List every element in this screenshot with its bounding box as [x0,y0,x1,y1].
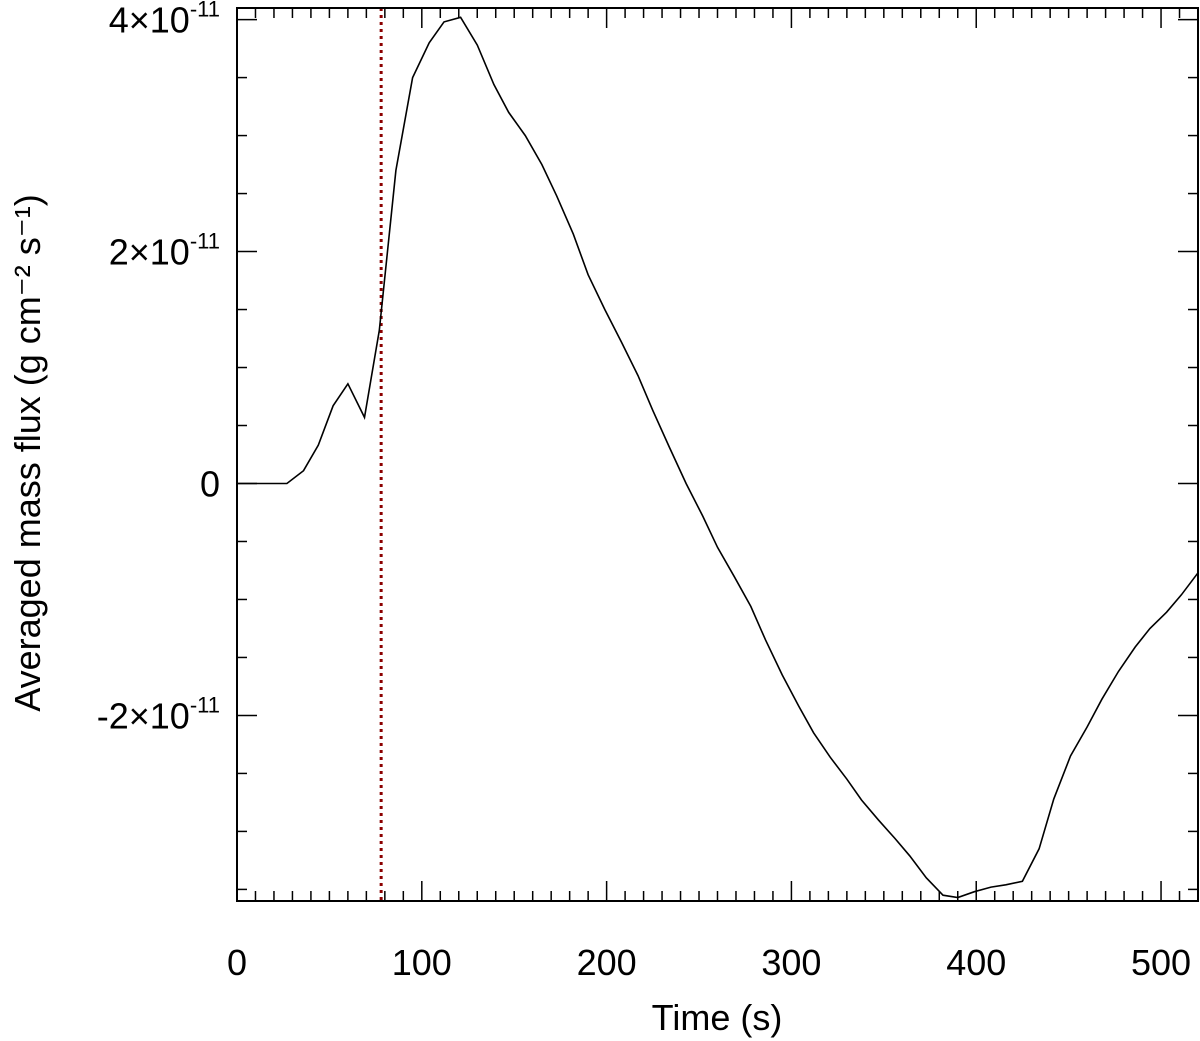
x-tick-label: 400 [946,942,1006,983]
x-major-ticks [236,8,1162,901]
x-tick-label: 200 [577,942,637,983]
y-tick-label: 2×10-11 [109,229,220,273]
x-tick-label: 300 [761,942,821,983]
x-tick-label: 500 [1131,942,1191,983]
y-tick-labels: -2×10-11 0 2×10-11 4×10-11 [97,0,220,736]
y-axis-title: Averaged mass flux (g cm⁻² s⁻¹) [7,194,48,711]
y-tick-label: 4×10-11 [109,0,220,41]
y-minor-ticks [237,76,1198,891]
y-tick-label: 0 [200,463,220,504]
mass-flux-series-line [237,16,1199,899]
x-minor-ticks [254,8,1199,901]
x-tick-label: 0 [227,942,247,983]
x-axis-title: Time (s) [652,997,783,1038]
x-tick-label: 100 [392,942,452,983]
plot-frame [236,7,1199,902]
x-tick-labels: 0 100 200 300 400 500 [227,942,1191,983]
y-tick-label: -2×10-11 [97,692,220,736]
